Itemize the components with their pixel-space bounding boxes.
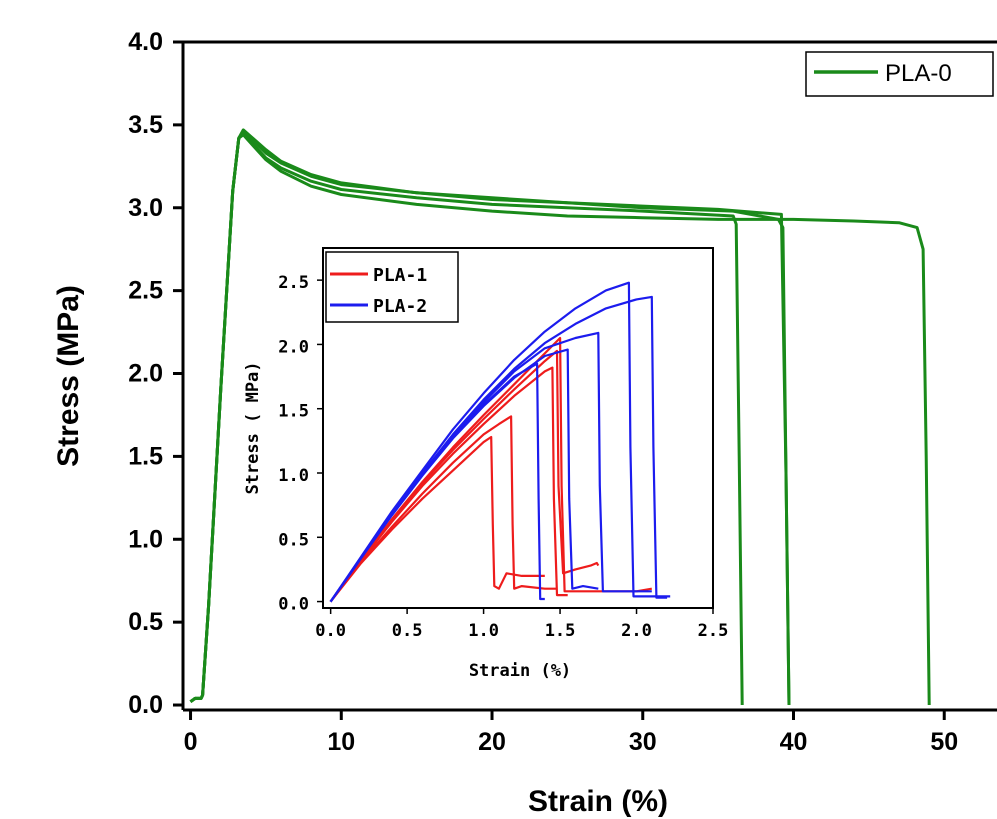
main-y-axis-title: Stress (MPa)	[52, 285, 85, 467]
inset-x-tick-label: 0.5	[392, 621, 423, 641]
main-y-tick-label: 3.5	[128, 111, 163, 139]
inset-series-pla-2-line	[329, 281, 671, 603]
inset-y-tick-label: 0.5	[278, 530, 309, 550]
inset-x-tick-label: 0.0	[315, 621, 346, 641]
main-y-tick-label: 2.5	[128, 277, 163, 305]
main-legend-box	[805, 51, 994, 97]
main-legend: PLA-0	[805, 51, 994, 97]
inset-y-tick-label: 2.0	[278, 337, 309, 357]
main-y-tick-label: 1.0	[128, 525, 163, 553]
inset-x-tick-label: 1.0	[468, 621, 499, 641]
main-x-tick-label: 50	[930, 728, 958, 756]
inset-legend-label-pla-2: PLA-2	[373, 296, 427, 317]
inset-y-tick-label: 1.5	[278, 402, 309, 422]
inset-series-pla-1-line	[329, 336, 652, 603]
main-plot: 0 10 20 30 40 50 0.00.51.01.52.02.53.03.54.0 …	[52, 28, 997, 818]
inset-series-pla-2-line	[329, 295, 668, 603]
inset-y-axis-title: Stress ( MPa)	[243, 361, 263, 494]
main-y-tick-label: 4.0	[128, 28, 163, 56]
main-y-tick-label: 0.5	[128, 608, 163, 636]
inset-plot: 0.0 0.5 1.0 1.5 2.0 2.5 0.0 0.5 1.0 1.5 2.0 2.5 St…	[243, 247, 729, 681]
main-x-tick-label: 40	[780, 728, 808, 756]
inset-series-pla-1-line	[329, 435, 545, 603]
inset-y-tick-label: 0.0	[278, 595, 309, 615]
inset-x-tick-label: 1.5	[545, 621, 576, 641]
main-x-tick-label: 30	[629, 728, 657, 756]
main-series-pla-0-line	[189, 133, 931, 706]
main-y-tick-label: 1.5	[128, 442, 163, 470]
inset-x-tick-label: 2.5	[698, 621, 729, 641]
inset-y-tick-label: 1.0	[278, 466, 309, 486]
main-x-tick-label: 0	[184, 728, 198, 756]
inset-legend: PLA-1 PLA-2	[325, 251, 459, 323]
inset-legend-label-pla-1: PLA-1	[373, 265, 427, 286]
main-y-tick-label: 2.0	[128, 360, 163, 388]
inset-series-pla-1-line	[329, 415, 557, 603]
main-y-tick-label: 0.0	[128, 691, 163, 719]
inset-x-axis-title: Strain (%)	[469, 661, 571, 681]
main-x-tick-label: 20	[478, 728, 506, 756]
inset-x-tick-label: 2.0	[621, 621, 652, 641]
main-y-tick-label: 3.0	[128, 194, 163, 222]
main-legend-label-pla-0: PLA-0	[885, 60, 952, 87]
main-x-tick-label: 10	[327, 728, 355, 756]
main-x-axis-title: Strain (%)	[528, 785, 668, 818]
inset-legend-box	[325, 251, 459, 323]
inset-y-tick-label: 2.5	[278, 273, 309, 293]
